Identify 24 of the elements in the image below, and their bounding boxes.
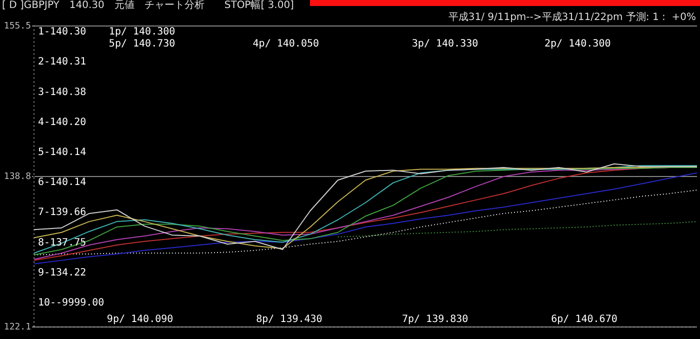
annotation: 5p/ 140.730 [108,38,176,50]
annotation: 7-139.66 [38,207,86,218]
annotation: 5-140.14 [38,147,86,158]
annotation: 8p/ 139.430 [256,314,322,326]
annotation: 3p/ 140.330 [412,38,478,50]
y-tick-label: 155.5 [4,21,31,32]
line-series [337,221,698,238]
annotation: 9-134.22 [38,267,86,278]
annotation: 2-140.31 [38,56,86,68]
annotation: 9p/ 140.090 [106,314,174,326]
y-tick-label: 138.8 [4,172,31,182]
annotation: 4p/ 140.050 [252,38,320,50]
annotation: 1p/ 140.300 [108,26,176,38]
annotation: 7p/ 139.830 [402,314,468,326]
annotation: 10--9999.00 [38,298,104,309]
chart-title: [ D ]GBPJPY 140.30 元値 チャート分析 STOP幅[ 3.00] [2,0,294,12]
annotation: 4-140.20 [38,116,86,128]
annotation: 1-140.30 [38,26,86,38]
annotation: 6p/ 140.670 [551,314,618,326]
annotation: 3-140.38 [38,86,86,98]
annotation: 2p/ 140.300 [544,38,611,50]
chart-subtitle: 平成31/ 9/11pm-->平成31/11/22pm 予測: 1 : +0% [448,12,696,24]
y-tick-label: 122.1 [4,322,31,332]
annotation: 6-140.14 [38,177,86,188]
